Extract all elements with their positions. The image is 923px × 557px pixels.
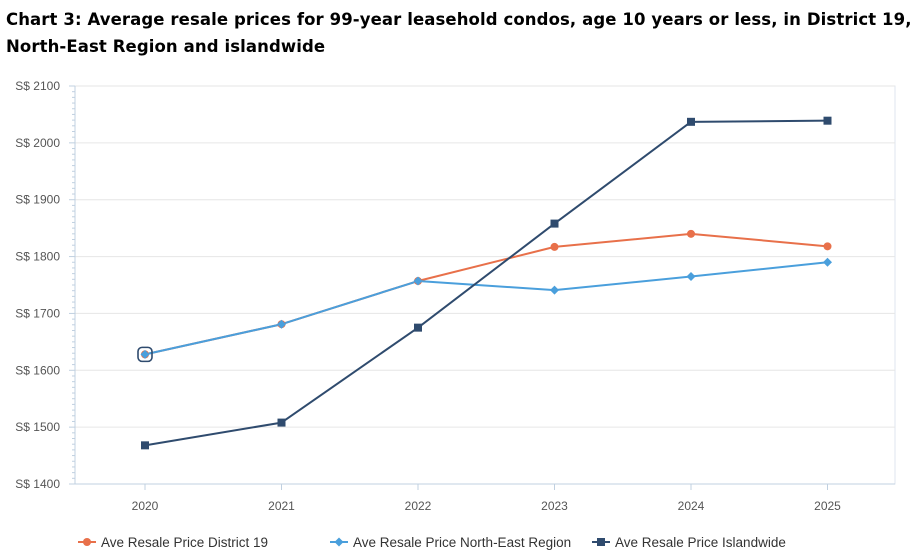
data-point — [277, 418, 286, 427]
hover-highlight — [137, 346, 153, 363]
series-line-1 — [144, 261, 828, 356]
legend-label: Ave Resale Price North-East Region — [353, 535, 571, 550]
y-axis: S$ 1400 S$ 1500 S$ 1600 S$ 1700 S$ 1800 S$ 19… — [15, 79, 76, 491]
legend-marker — [334, 537, 344, 547]
y-tick-label: S$ 1600 — [15, 363, 60, 377]
y-tick-label: S$ 1400 — [15, 477, 60, 491]
legend-item[interactable]: Ave Resale Price North-East Region — [330, 535, 571, 550]
series-lines — [144, 119, 828, 447]
x-tick-label: 2021 — [268, 499, 295, 513]
x-tick-label: 2022 — [405, 499, 432, 513]
legend-label: Ave Resale Price District 19 — [101, 535, 268, 550]
data-point — [823, 257, 832, 267]
y-tick-label: S$ 2000 — [15, 136, 60, 150]
legend: Ave Resale Price District 19 Ave Resale P… — [78, 535, 786, 550]
y-tick-label: S$ 1700 — [15, 306, 60, 320]
y-tick-label: S$ 1800 — [15, 250, 60, 264]
legend-item[interactable]: Ave Resale Price District 19 — [78, 535, 268, 550]
y-tick-label: S$ 2100 — [15, 79, 60, 93]
data-point — [414, 323, 422, 332]
y-tick-label: S$ 1900 — [15, 193, 60, 207]
x-tick-label: 2023 — [541, 499, 568, 513]
legend-marker — [597, 538, 605, 546]
legend-marker — [83, 538, 91, 546]
data-point — [550, 219, 559, 228]
series-markers — [137, 116, 832, 450]
data-point — [687, 117, 695, 126]
legend-item[interactable]: Ave Resale Price Islandwide — [592, 535, 786, 550]
x-tick-label: 2025 — [814, 499, 841, 513]
y-tick-label: S$ 1500 — [15, 420, 60, 434]
data-point — [823, 242, 832, 251]
chart-title: Chart 3: Average resale prices for 99-ye… — [6, 10, 912, 56]
data-point — [141, 441, 149, 450]
data-point — [686, 271, 696, 281]
data-point — [413, 276, 423, 286]
data-point — [823, 116, 832, 125]
data-point — [550, 285, 559, 295]
x-axis: 2020 2021 2022 2023 2024 2025 — [75, 483, 895, 513]
legend-label: Ave Resale Price Islandwide — [615, 535, 786, 550]
series-line-2 — [144, 119, 828, 447]
data-point — [277, 319, 286, 329]
x-tick-label: 2020 — [132, 499, 159, 513]
x-tick-label: 2024 — [678, 499, 705, 513]
data-point — [550, 242, 559, 251]
data-point — [140, 349, 150, 359]
data-point — [687, 229, 695, 238]
